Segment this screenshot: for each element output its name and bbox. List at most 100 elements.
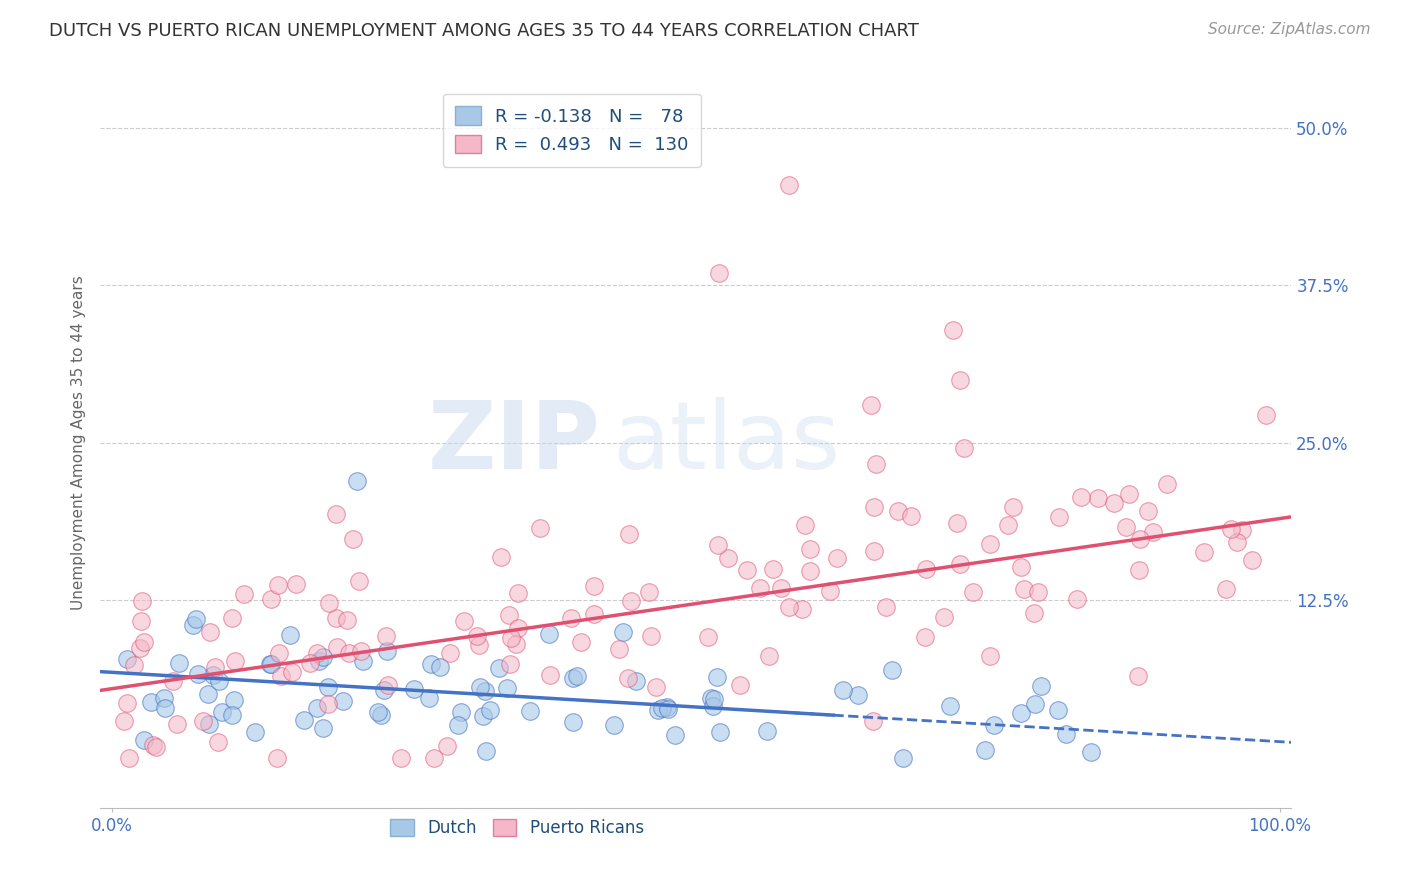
Point	[1012, 582, 1035, 597]
Point	[914, 630, 936, 644]
Point	[827, 551, 849, 566]
Point	[582, 579, 605, 593]
Point	[474, 684, 496, 698]
Point	[702, 699, 724, 714]
Point	[612, 625, 634, 640]
Point	[1102, 496, 1125, 510]
Point	[953, 441, 976, 455]
Point	[706, 670, 728, 684]
Point	[153, 690, 176, 705]
Point	[453, 614, 475, 628]
Point	[270, 669, 292, 683]
Point	[799, 564, 821, 578]
Point	[1129, 532, 1152, 546]
Point	[749, 581, 772, 595]
Point	[508, 621, 530, 635]
Point	[859, 398, 882, 412]
Point	[1254, 408, 1277, 422]
Point	[373, 683, 395, 698]
Point	[488, 661, 510, 675]
Point	[778, 178, 800, 192]
Point	[117, 696, 139, 710]
Point	[1118, 487, 1140, 501]
Point	[778, 600, 800, 615]
Point	[529, 521, 551, 535]
Point	[468, 638, 491, 652]
Point	[436, 739, 458, 754]
Point	[900, 509, 922, 524]
Point	[377, 678, 399, 692]
Point	[145, 740, 167, 755]
Point	[326, 640, 349, 654]
Point	[697, 630, 720, 644]
Point	[447, 717, 470, 731]
Point	[260, 591, 283, 606]
Point	[292, 713, 315, 727]
Point	[305, 646, 328, 660]
Point	[983, 718, 1005, 732]
Point	[818, 584, 841, 599]
Point	[1128, 563, 1150, 577]
Point	[1022, 606, 1045, 620]
Point	[128, 641, 150, 656]
Point	[153, 700, 176, 714]
Point	[700, 690, 723, 705]
Point	[762, 562, 785, 576]
Point	[423, 751, 446, 765]
Point	[450, 705, 472, 719]
Point	[336, 613, 359, 627]
Point	[260, 657, 283, 671]
Point	[1066, 591, 1088, 606]
Point	[949, 557, 972, 571]
Point	[735, 563, 758, 577]
Point	[602, 718, 624, 732]
Point	[946, 516, 969, 530]
Point	[1070, 490, 1092, 504]
Point	[129, 615, 152, 629]
Point	[567, 668, 589, 682]
Point	[942, 322, 965, 336]
Point	[186, 612, 208, 626]
Point	[318, 680, 340, 694]
Point	[1010, 706, 1032, 720]
Point	[707, 538, 730, 552]
Point	[418, 691, 440, 706]
Point	[862, 500, 884, 515]
Point	[298, 657, 321, 671]
Point	[607, 642, 630, 657]
Point	[278, 628, 301, 642]
Point	[582, 607, 605, 621]
Point	[1115, 520, 1137, 534]
Point	[865, 457, 887, 471]
Point	[709, 725, 731, 739]
Point	[499, 657, 522, 672]
Point	[1230, 523, 1253, 537]
Point	[498, 608, 520, 623]
Point	[201, 668, 224, 682]
Text: atlas: atlas	[613, 397, 841, 489]
Point	[197, 688, 219, 702]
Point	[862, 714, 884, 728]
Point	[131, 594, 153, 608]
Point	[1137, 504, 1160, 518]
Point	[197, 717, 219, 731]
Point	[402, 682, 425, 697]
Point	[342, 533, 364, 547]
Point	[655, 699, 678, 714]
Point	[979, 649, 1001, 664]
Point	[562, 715, 585, 730]
Point	[267, 646, 290, 660]
Point	[561, 671, 583, 685]
Point	[191, 714, 214, 728]
Point	[468, 680, 491, 694]
Point	[707, 266, 730, 280]
Point	[647, 703, 669, 717]
Point	[915, 562, 938, 576]
Point	[221, 611, 243, 625]
Point	[1192, 545, 1215, 559]
Point	[346, 474, 368, 488]
Point	[281, 665, 304, 680]
Point	[122, 658, 145, 673]
Point	[472, 709, 495, 723]
Point	[204, 660, 226, 674]
